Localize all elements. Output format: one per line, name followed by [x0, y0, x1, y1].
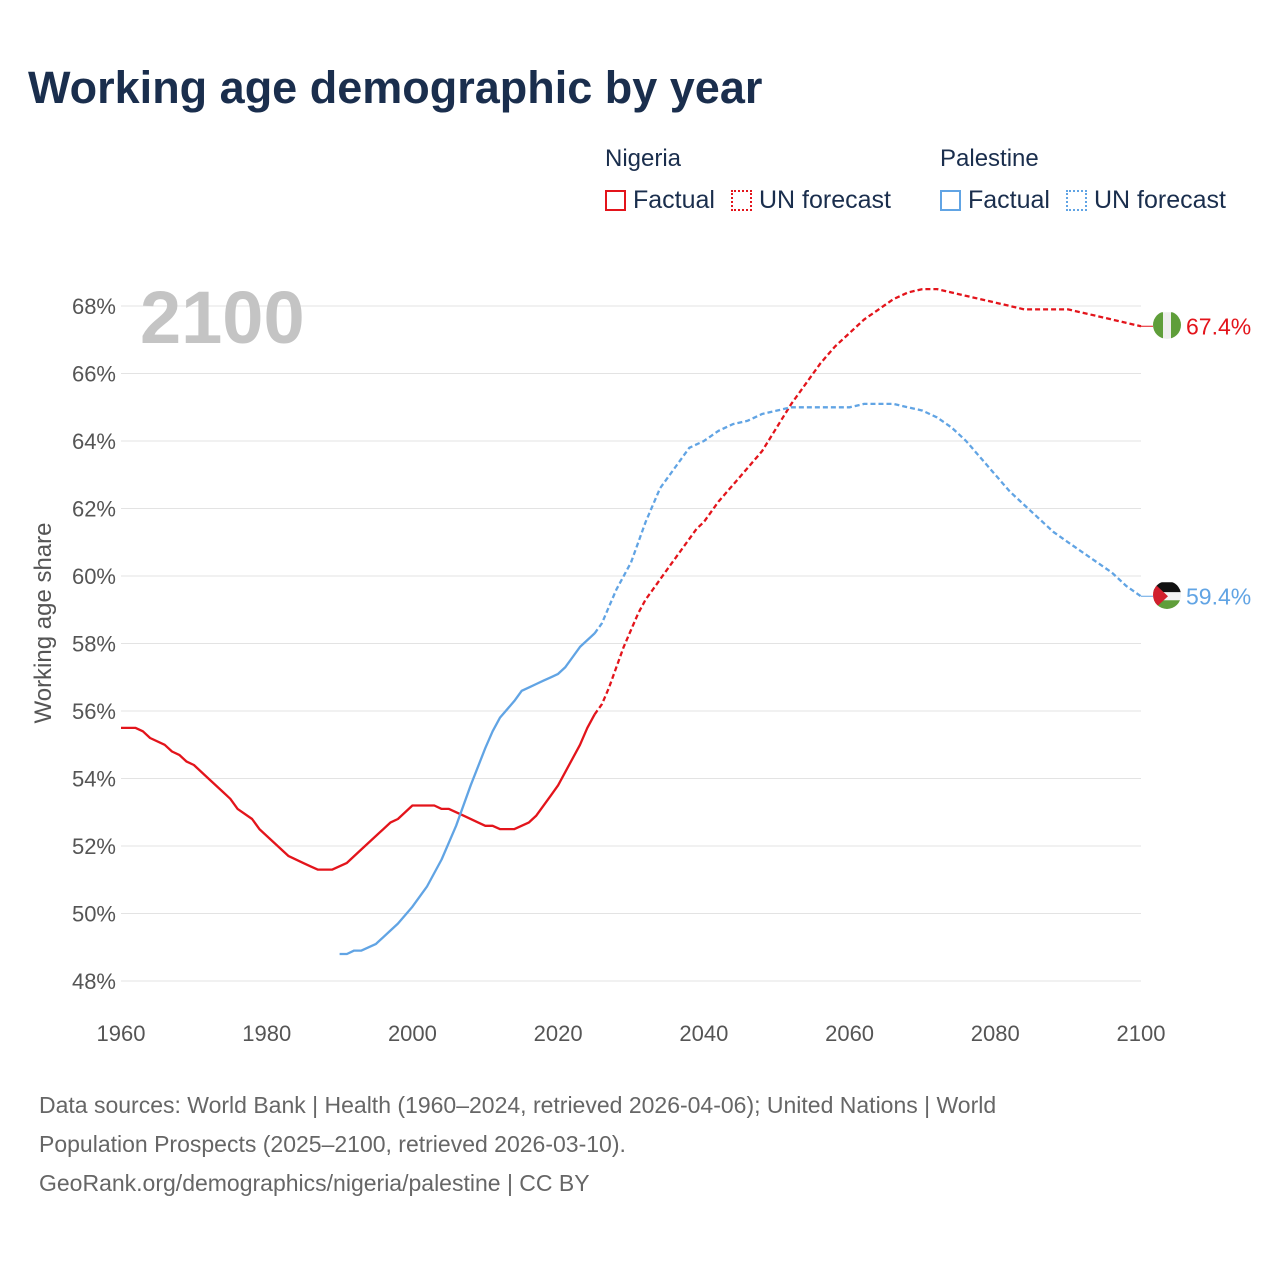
y-tick-label: 58%: [72, 632, 116, 657]
footer-line: Population Prospects (2025–2100, retriev…: [39, 1131, 626, 1157]
x-tick-label: 2080: [971, 1021, 1020, 1046]
y-tick-label: 66%: [72, 362, 116, 387]
legend-item-palestine-factual[interactable]: Factual: [940, 185, 1050, 215]
x-tick-label: 2000: [388, 1021, 437, 1046]
y-tick-label: 60%: [72, 564, 116, 589]
legend-label: Factual: [633, 186, 715, 214]
legend-label: Factual: [968, 186, 1050, 214]
flag-band-black: [1153, 582, 1181, 593]
nigeria-factual-line: [121, 713, 596, 871]
flag-band-green: [1171, 312, 1181, 339]
legend-swatch-solid: [940, 189, 961, 211]
palestine-factual-line: [339, 632, 596, 956]
footer-line: Data sources: World Bank | Health (1960–…: [39, 1092, 997, 1118]
y-tick-label: 50%: [72, 902, 116, 927]
y-axis-title: Working age share: [30, 523, 57, 724]
y-tick-label: 62%: [72, 497, 116, 522]
palestine-end-value-label: 59.4%: [1186, 583, 1251, 609]
y-tick-label: 52%: [72, 834, 116, 859]
x-tick-label: 2100: [1117, 1021, 1166, 1046]
footer-line: GeoRank.org/demographics/nigeria/palesti…: [39, 1170, 590, 1196]
flag-triangle-red: [1153, 582, 1168, 609]
legend-group-title: Palestine: [940, 145, 1039, 172]
palestine-flag-icon: [1153, 582, 1181, 609]
y-tick-label: 48%: [72, 969, 116, 994]
legend-swatch-dotted: [730, 189, 752, 211]
legend-label: UN forecast: [1093, 186, 1226, 214]
x-tick-label: 1980: [242, 1021, 291, 1046]
legend-item-nigeria-forecast[interactable]: UN forecast: [730, 185, 891, 215]
nigeria-flag-icon: [1153, 312, 1181, 339]
legend-group-nigeria: Nigeria Factual UN forecast: [605, 143, 907, 215]
x-tick-label: 2020: [534, 1021, 583, 1046]
y-tick-label: 54%: [72, 767, 116, 792]
x-tick-label: 2040: [679, 1021, 728, 1046]
nigeria-end-value-label: 67.4%: [1186, 313, 1251, 339]
legend-item-palestine-forecast[interactable]: UN forecast: [1065, 185, 1226, 215]
y-tick-label: 64%: [72, 429, 116, 454]
legend-item-nigeria-factual[interactable]: Factual: [605, 185, 715, 215]
y-tick-label: 56%: [72, 699, 116, 724]
flag-band-green: [1153, 312, 1163, 339]
nigeria-forecast-line: [593, 287, 1142, 716]
flag-band-green: [1153, 600, 1181, 609]
x-tick-label: 2060: [825, 1021, 874, 1046]
x-tick-label: 1960: [97, 1021, 146, 1046]
y-tick-label: 68%: [72, 294, 116, 319]
legend-group-title: Nigeria: [605, 145, 682, 172]
flag-band-white: [1163, 312, 1171, 339]
footer-sources: Data sources: World Bank | Health (1960–…: [39, 1086, 1239, 1203]
year-watermark: 2100: [140, 276, 305, 359]
palestine-forecast-line: [593, 402, 1142, 635]
line-chart: 2100 Working age share 48% 50% 52% 54% 56% 58…: [30, 276, 1251, 1046]
chart-title: Working age demographic by year: [28, 62, 763, 113]
legend-label: UN forecast: [758, 186, 891, 214]
legend-group-palestine: Palestine Factual UN forecast: [940, 143, 1242, 215]
legend-swatch-dotted: [1065, 189, 1087, 211]
legend-swatch-solid: [605, 189, 626, 211]
